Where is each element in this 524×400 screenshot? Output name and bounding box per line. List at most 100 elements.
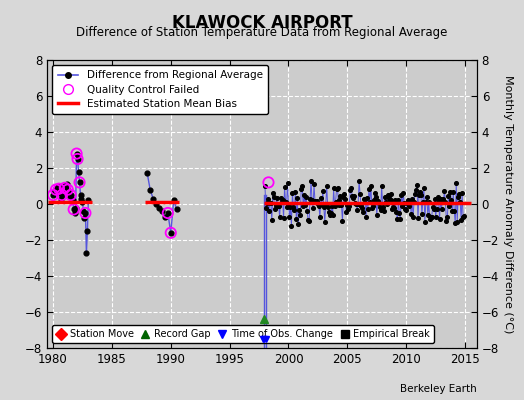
Point [343, 202, 352, 208]
Point [307, 178, 315, 184]
Point [310, 181, 318, 187]
Point [389, 204, 398, 210]
Point [67, 192, 75, 198]
Point [342, 209, 351, 216]
Point [81, 210, 90, 216]
Point [152, 201, 160, 207]
Point [359, 208, 367, 215]
Point [452, 180, 461, 186]
Point [279, 215, 288, 222]
Point [80, 215, 89, 222]
Point [149, 195, 157, 202]
Point [277, 199, 286, 205]
Point [336, 193, 345, 199]
Point [421, 218, 429, 225]
Point [285, 200, 293, 207]
Point [434, 198, 443, 204]
Point [84, 197, 93, 204]
Point [275, 202, 283, 209]
Point [294, 220, 302, 227]
Point [323, 183, 331, 190]
Point [308, 197, 316, 204]
Point [425, 216, 434, 222]
Point [380, 194, 389, 200]
Point [362, 214, 370, 220]
Point [436, 196, 445, 202]
Point [49, 192, 57, 198]
Y-axis label: Monthly Temperature Anomaly Difference (°C): Monthly Temperature Anomaly Difference (… [503, 75, 513, 333]
Point [428, 213, 436, 220]
Point [63, 186, 72, 193]
Point [70, 206, 78, 213]
Point [430, 206, 438, 212]
Point [79, 208, 88, 214]
Point [406, 198, 414, 204]
Point [326, 210, 335, 217]
Point [280, 184, 289, 190]
Point [433, 194, 442, 200]
Point [265, 208, 273, 214]
Point [377, 182, 386, 189]
Point [355, 178, 363, 184]
Point [456, 198, 464, 205]
Point [324, 209, 333, 215]
Text: KLAWOCK AIRPORT: KLAWOCK AIRPORT [172, 14, 352, 32]
Point [57, 195, 65, 202]
Point [70, 206, 78, 213]
Point [385, 195, 393, 202]
Point [313, 197, 321, 204]
Point [56, 190, 64, 196]
Point [314, 201, 322, 208]
Point [72, 150, 81, 157]
Point [270, 206, 279, 212]
Point [457, 216, 465, 223]
Point [397, 192, 406, 198]
Point [431, 214, 440, 220]
Point [272, 195, 281, 201]
Point [366, 198, 374, 205]
Point [364, 206, 372, 212]
Point [402, 207, 410, 213]
Point [368, 204, 376, 211]
Point [292, 216, 301, 223]
Point [281, 198, 290, 205]
Point [301, 202, 309, 208]
Point [264, 179, 272, 186]
Point [408, 196, 416, 202]
Point [438, 196, 446, 202]
Point [348, 193, 356, 200]
Point [333, 185, 342, 192]
Point [167, 230, 175, 236]
Point [285, 214, 293, 221]
Point [394, 196, 402, 203]
Point [61, 185, 69, 191]
Point [423, 193, 431, 200]
Point [306, 196, 314, 202]
Point [438, 206, 446, 212]
Point [367, 183, 375, 189]
Point [329, 212, 337, 218]
Point [293, 194, 301, 201]
Point [277, 194, 285, 201]
Point [64, 190, 73, 196]
Point [405, 203, 413, 209]
Point [451, 220, 460, 227]
Point [401, 206, 409, 212]
Point [446, 189, 454, 195]
Point [444, 193, 453, 199]
Point [335, 197, 344, 203]
Point [347, 185, 355, 191]
Point [309, 205, 317, 212]
Point [54, 183, 62, 189]
Point [331, 199, 340, 205]
Point [63, 186, 72, 193]
Point [442, 218, 451, 225]
Point [331, 203, 339, 209]
Point [77, 192, 85, 198]
Point [358, 204, 366, 211]
Point [321, 219, 329, 225]
Point [81, 210, 90, 216]
Point [170, 197, 178, 204]
Point [58, 192, 66, 198]
Point [54, 186, 63, 192]
